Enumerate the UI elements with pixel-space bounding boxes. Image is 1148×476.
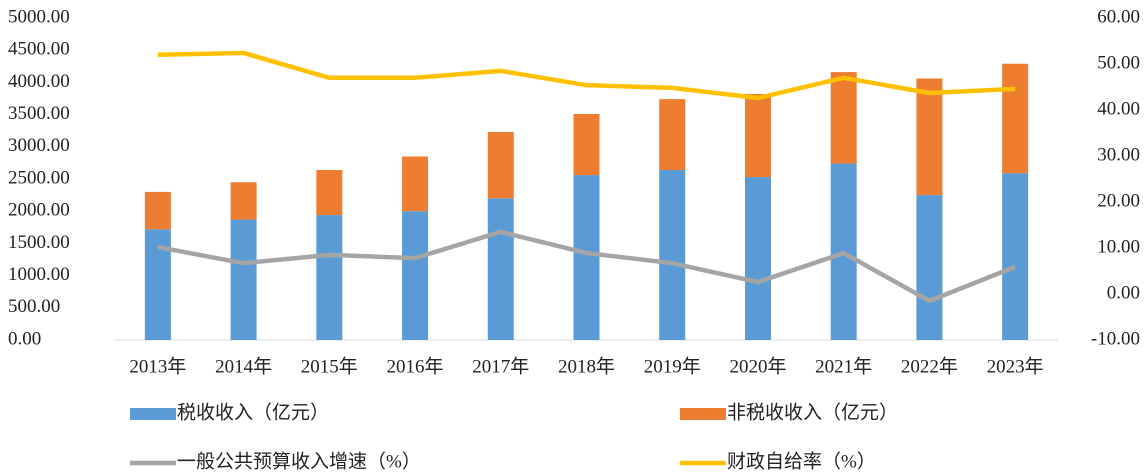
y2-tick-label: 60.00 xyxy=(1097,6,1140,27)
y-tick-label: 2500.00 xyxy=(8,167,70,188)
x-tick-label: 2014年 xyxy=(215,355,272,377)
y2-tick-label: 20.00 xyxy=(1097,190,1140,211)
bar xyxy=(230,182,257,220)
bar xyxy=(830,72,857,164)
y2-tick-label: 30.00 xyxy=(1097,144,1140,165)
y-tick-label: 4500.00 xyxy=(8,39,70,60)
x-tick-label: 2023年 xyxy=(987,355,1044,377)
bar xyxy=(230,219,257,340)
legend-label: 财政自给率（%） xyxy=(727,450,876,472)
bar xyxy=(402,211,429,340)
bar xyxy=(487,131,514,199)
bar xyxy=(1002,63,1029,174)
legend-label: 税收收入（亿元） xyxy=(177,401,329,423)
y-tick-label: 1000.00 xyxy=(8,264,70,285)
x-tick-label: 2013年 xyxy=(129,355,186,377)
x-tick-label: 2022年 xyxy=(901,355,958,377)
bar xyxy=(144,229,171,340)
y-tick-label: 500.00 xyxy=(8,296,60,317)
x-tick-label: 2017年 xyxy=(472,355,529,377)
y-tick-label: 1500.00 xyxy=(8,232,70,253)
bar xyxy=(659,169,686,340)
bar xyxy=(316,215,343,340)
bar xyxy=(744,93,771,178)
bar xyxy=(744,177,771,340)
y-tick-label: 3000.00 xyxy=(8,135,70,156)
legend-swatch xyxy=(130,408,176,420)
x-tick-label: 2021年 xyxy=(815,355,872,377)
bar xyxy=(659,99,686,170)
bar xyxy=(573,113,600,176)
bar xyxy=(1002,173,1029,340)
legend-swatch xyxy=(680,408,726,420)
x-tick-label: 2020年 xyxy=(729,355,786,377)
legend-label: 非税收收入（亿元） xyxy=(727,401,898,423)
x-tick-label: 2019年 xyxy=(644,355,701,377)
y2-tick-label: 10.00 xyxy=(1097,236,1140,257)
y2-tick-label: 50.00 xyxy=(1097,52,1140,73)
bar xyxy=(487,198,514,340)
bar xyxy=(573,175,600,340)
y2-tick-label: 40.00 xyxy=(1097,98,1140,119)
y-tick-label: 0.00 xyxy=(8,328,41,349)
bar xyxy=(916,195,943,340)
y-tick-label: 2000.00 xyxy=(8,200,70,221)
y-tick-label: 3500.00 xyxy=(8,103,70,124)
line xyxy=(157,229,1016,304)
line xyxy=(157,50,1016,101)
y2-tick-label: 0.00 xyxy=(1107,282,1140,303)
legend-label: 一般公共预算收入增速（%） xyxy=(177,450,421,472)
x-tick-label: 2016年 xyxy=(387,355,444,377)
x-tick-label: 2018年 xyxy=(558,355,615,377)
y-tick-label: 5000.00 xyxy=(8,6,70,27)
y-tick-label: 4000.00 xyxy=(8,71,70,92)
x-tick-label: 2015年 xyxy=(301,355,358,377)
bar xyxy=(144,191,171,230)
bar xyxy=(316,169,343,216)
bar xyxy=(402,156,429,212)
y2-tick-label: -10.00 xyxy=(1091,328,1140,349)
bar xyxy=(916,78,943,196)
